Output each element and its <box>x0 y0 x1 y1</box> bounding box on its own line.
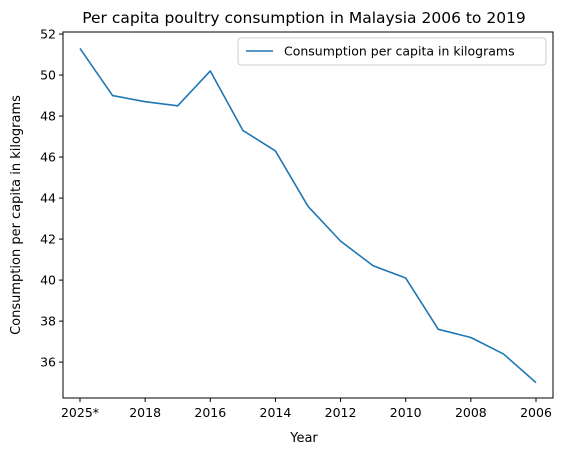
x-axis: 2025* 2018 2016 2014 2012 2010 2008 2006 <box>61 398 552 420</box>
data-point <box>405 277 407 279</box>
y-tick-label: 50 <box>40 68 56 83</box>
data-point <box>275 150 277 152</box>
x-tick-label: 2016 <box>194 405 226 420</box>
y-tick-label: 40 <box>40 273 56 288</box>
y-tick-label: 46 <box>40 150 56 165</box>
legend-box <box>237 37 547 66</box>
plot-area <box>62 31 554 399</box>
legend-label: Consumption per capita in kilograms <box>284 44 515 59</box>
x-tick-label: 2014 <box>260 405 292 420</box>
x-tick-label: 2018 <box>129 405 161 420</box>
y-tick-label: 38 <box>40 314 56 329</box>
data-point <box>144 101 146 103</box>
x-axis-label: Year <box>289 431 318 446</box>
x-tick-label: 2010 <box>390 405 422 420</box>
y-tick-label: 44 <box>40 191 56 206</box>
data-point <box>340 240 342 242</box>
x-tick-label: 2025* <box>61 405 99 420</box>
data-point <box>242 130 244 132</box>
data-point <box>79 48 81 50</box>
x-tick-label: 2006 <box>520 405 552 420</box>
legend: Consumption per capita in kilograms <box>237 37 547 66</box>
data-point <box>535 382 537 384</box>
data-point <box>112 95 114 97</box>
x-tick-label: 2012 <box>325 405 357 420</box>
chart-title: Per capita poultry consumption in Malays… <box>82 9 526 27</box>
y-axis-label: Consumption per capita in kilograms <box>9 95 24 335</box>
data-point <box>209 70 211 72</box>
data-point <box>177 105 179 107</box>
y-tick-label: 42 <box>40 232 56 247</box>
y-tick-label: 52 <box>40 27 56 42</box>
y-axis: 36 38 40 42 44 46 48 50 52 <box>40 27 63 370</box>
data-point <box>307 205 309 207</box>
data-point <box>437 329 439 331</box>
x-tick-label: 2008 <box>455 405 487 420</box>
consumption-series-line <box>79 47 537 384</box>
data-point <box>372 265 374 267</box>
y-tick-label: 36 <box>40 355 56 370</box>
y-tick-label: 48 <box>40 109 56 124</box>
data-point <box>470 337 472 339</box>
data-point <box>503 353 505 355</box>
